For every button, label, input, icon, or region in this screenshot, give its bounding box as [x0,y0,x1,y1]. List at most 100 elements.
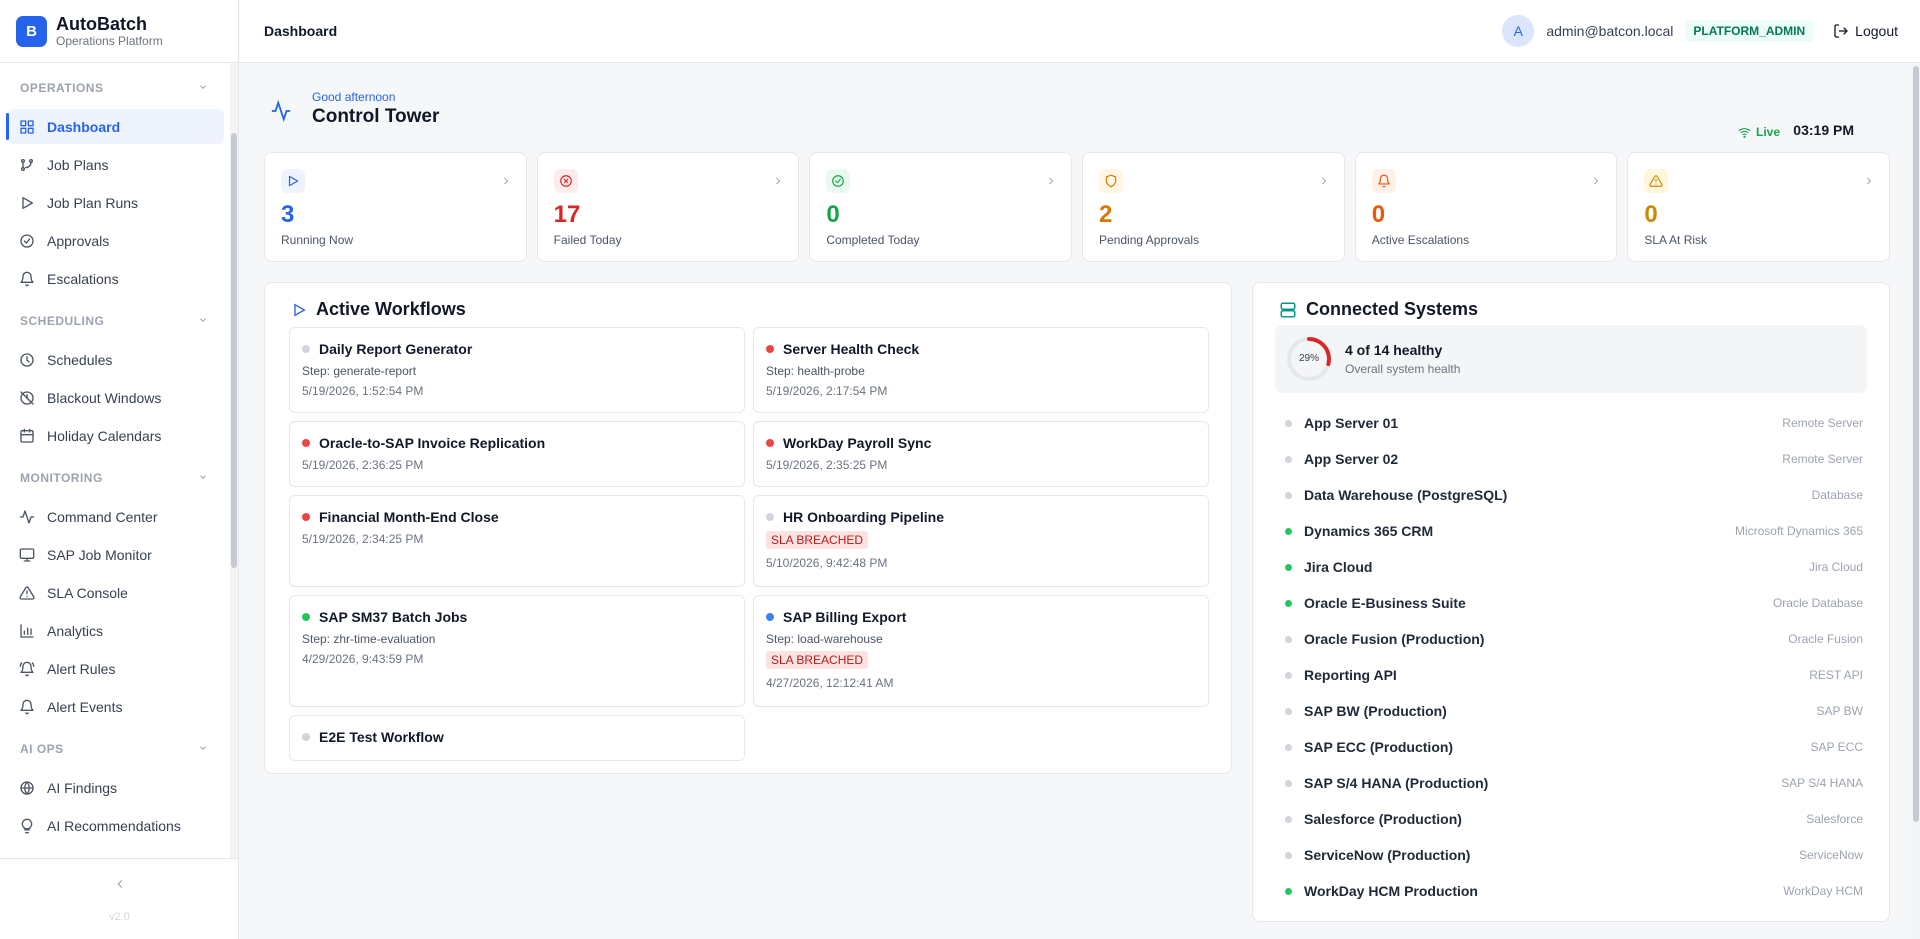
system-row[interactable]: Oracle Fusion (Production) Oracle Fusion [1285,629,1863,649]
workflow-card[interactable]: Financial Month-End Close 5/19/2026, 2:34… [289,495,745,587]
sidebar-item-dashboard[interactable]: Dashboard [6,109,224,144]
system-row[interactable]: SAP S/4 HANA (Production) SAP S/4 HANA [1285,773,1863,793]
stat-value: 0 [826,201,840,228]
system-row[interactable]: WorkDay HCM Production WorkDay HCM [1285,881,1863,901]
active-workflows-title: Active Workflows [291,299,466,320]
workflow-card[interactable]: HR Onboarding Pipeline SLA BREACHED 5/10/2… [753,495,1209,587]
clock: 03:19 PM [1793,122,1854,138]
sidebar-item-blackout-windows[interactable]: Blackout Windows [8,380,224,415]
sidebar-item-escalations[interactable]: Escalations [8,261,224,296]
brand[interactable]: B AutoBatch Operations Platform [0,0,238,63]
system-row[interactable]: App Server 01 Remote Server [1285,413,1863,433]
server-icon [1280,302,1296,317]
workflow-timestamp: 5/19/2026, 2:36:25 PM [302,458,424,472]
workflow-name: Server Health Check [783,341,920,357]
chevron-down-icon [198,743,208,756]
sidebar: B AutoBatch Operations Platform OPERATIO… [0,0,239,939]
sidebar-item-schedules[interactable]: Schedules [8,342,224,377]
section-monitoring[interactable]: MONITORING [0,459,230,497]
system-row[interactable]: SAP BW (Production) SAP BW [1285,701,1863,721]
section-ai-ops[interactable]: AI OPS [0,730,230,768]
sidebar-item-sla-console[interactable]: SLA Console [8,575,224,610]
topbar: Dashboard A admin@batcon.local PLATFORM_… [240,0,1920,63]
workflow-name: SAP Billing Export [783,609,907,625]
sidebar-scrollbar[interactable] [230,63,238,858]
sidebar-item-label: Escalations [47,270,119,287]
sidebar-item-label: Approvals [47,232,110,249]
system-name: ServiceNow (Production) [1304,847,1471,863]
sidebar-item-analytics[interactable]: Analytics [8,613,224,648]
system-row[interactable]: Salesforce (Production) Salesforce [1285,809,1863,829]
system-row[interactable]: App Server 02 Remote Server [1285,449,1863,469]
workflow-card[interactable]: Daily Report Generator Step: generate-rep… [289,327,745,413]
chevron-right-icon [1590,175,1602,190]
workflow-name: WorkDay Payroll Sync [783,435,932,451]
play-icon [22,196,33,209]
workflow-card[interactable]: Oracle-to-SAP Invoice Replication 5/19/20… [289,421,745,487]
sidebar-item-job-plan-runs[interactable]: Job Plan Runs [8,185,224,220]
stat-card-pending-approvals[interactable]: 2 Pending Approvals [1082,152,1345,262]
sidebar-scrollbar-thumb[interactable] [231,133,237,568]
stat-card-failed-today[interactable]: 17 Failed Today [536,152,800,262]
chevron-right-icon [1318,175,1330,190]
workflow-timestamp: 4/29/2026, 9:43:59 PM [302,652,424,666]
sidebar-item-command-center[interactable]: Command Center [8,499,224,534]
logout-button[interactable]: Logout [1833,23,1898,39]
stat-card-active-escalations[interactable]: 0 Active Escalations [1354,152,1618,262]
stat-card-completed-today[interactable]: 0 Completed Today [809,152,1073,262]
connected-systems-heading: Connected Systems [1306,299,1479,319]
sidebar-item-ai-recommendations[interactable]: AI Recommendations [8,808,224,843]
system-row[interactable]: Jira Cloud Jira Cloud [1285,557,1863,577]
globe-icon [20,780,34,795]
system-type: SAP ECC [1810,740,1863,754]
sidebar-item-job-plans[interactable]: Job Plans [8,147,224,182]
system-name: Data Warehouse (PostgreSQL) [1304,487,1508,503]
status-dot [1285,887,1292,895]
stat-card-running-now[interactable]: 3 Running Now [264,152,527,262]
main-scrollbar-thumb[interactable] [1913,66,1919,822]
stat-value: 2 [1099,201,1113,228]
sidebar-item-alert-rules[interactable]: Alert Rules [8,651,224,686]
system-name: App Server 02 [1304,451,1399,467]
section-operations[interactable]: OPERATIONS [0,69,230,107]
main-scrollbar[interactable] [1912,64,1920,939]
sidebar-item-sap-job-monitor[interactable]: SAP Job Monitor [8,537,224,572]
sidebar-item-ai-findings[interactable]: AI Findings [8,770,224,805]
sidebar-item-label: SLA Console [47,584,128,601]
status-dot [1285,419,1292,427]
bell-ring-icon [19,661,35,676]
bell-icon [20,699,34,714]
stat-label: Active Escalations [1371,233,1470,247]
workflow-timestamp: 5/10/2026, 9:42:48 PM [766,556,888,570]
connected-systems-title: Connected Systems [1279,299,1478,320]
sidebar-item-label: Job Plans [47,156,109,173]
system-row[interactable]: Data Warehouse (PostgreSQL) Database [1285,485,1863,505]
system-row[interactable]: Reporting API REST API [1285,665,1863,685]
sidebar-item-approvals[interactable]: Approvals [8,223,224,258]
clock-icon [20,352,34,367]
sidebar-item-alert-events[interactable]: Alert Events [8,689,224,724]
workflow-card[interactable]: SAP SM37 Batch Jobs Step: zhr-time-evalua… [289,595,745,707]
system-row[interactable]: ServiceNow (Production) ServiceNow [1285,845,1863,865]
bell-icon [20,271,34,286]
system-name: SAP ECC (Production) [1304,739,1454,755]
workflow-card[interactable]: Server Health Check Step: health-probe 5/1… [753,327,1209,413]
workflow-name: E2E Test Workflow [319,729,444,745]
system-row[interactable]: Oracle E-Business Suite Oracle Database [1285,593,1863,613]
section-scheduling[interactable]: SCHEDULING [0,302,230,340]
workflow-card[interactable]: WorkDay Payroll Sync 5/19/2026, 2:35:25 P… [753,421,1209,487]
system-type: Oracle Fusion [1788,632,1863,646]
avatar[interactable]: A [1502,15,1535,47]
system-row[interactable]: SAP ECC (Production) SAP ECC [1285,737,1863,757]
stat-value: 17 [553,201,581,228]
health-summary: 4 of 14 healthy [1345,342,1443,358]
workflow-card[interactable]: SAP Billing Export Step: load-warehouse SL… [753,595,1209,707]
collapse-sidebar-button[interactable] [112,877,128,896]
chevron-down-icon [198,315,208,328]
stat-card-sla-at-risk[interactable]: 0 SLA At Risk [1627,152,1891,262]
chevron-right-icon [1045,175,1057,190]
system-row[interactable]: Dynamics 365 CRM Microsoft Dynamics 365 [1285,521,1863,541]
workflow-card[interactable]: E2E Test Workflow [289,715,745,761]
sidebar-item-holiday-calendars[interactable]: Holiday Calendars [8,418,224,453]
stat-icon [1099,169,1124,193]
